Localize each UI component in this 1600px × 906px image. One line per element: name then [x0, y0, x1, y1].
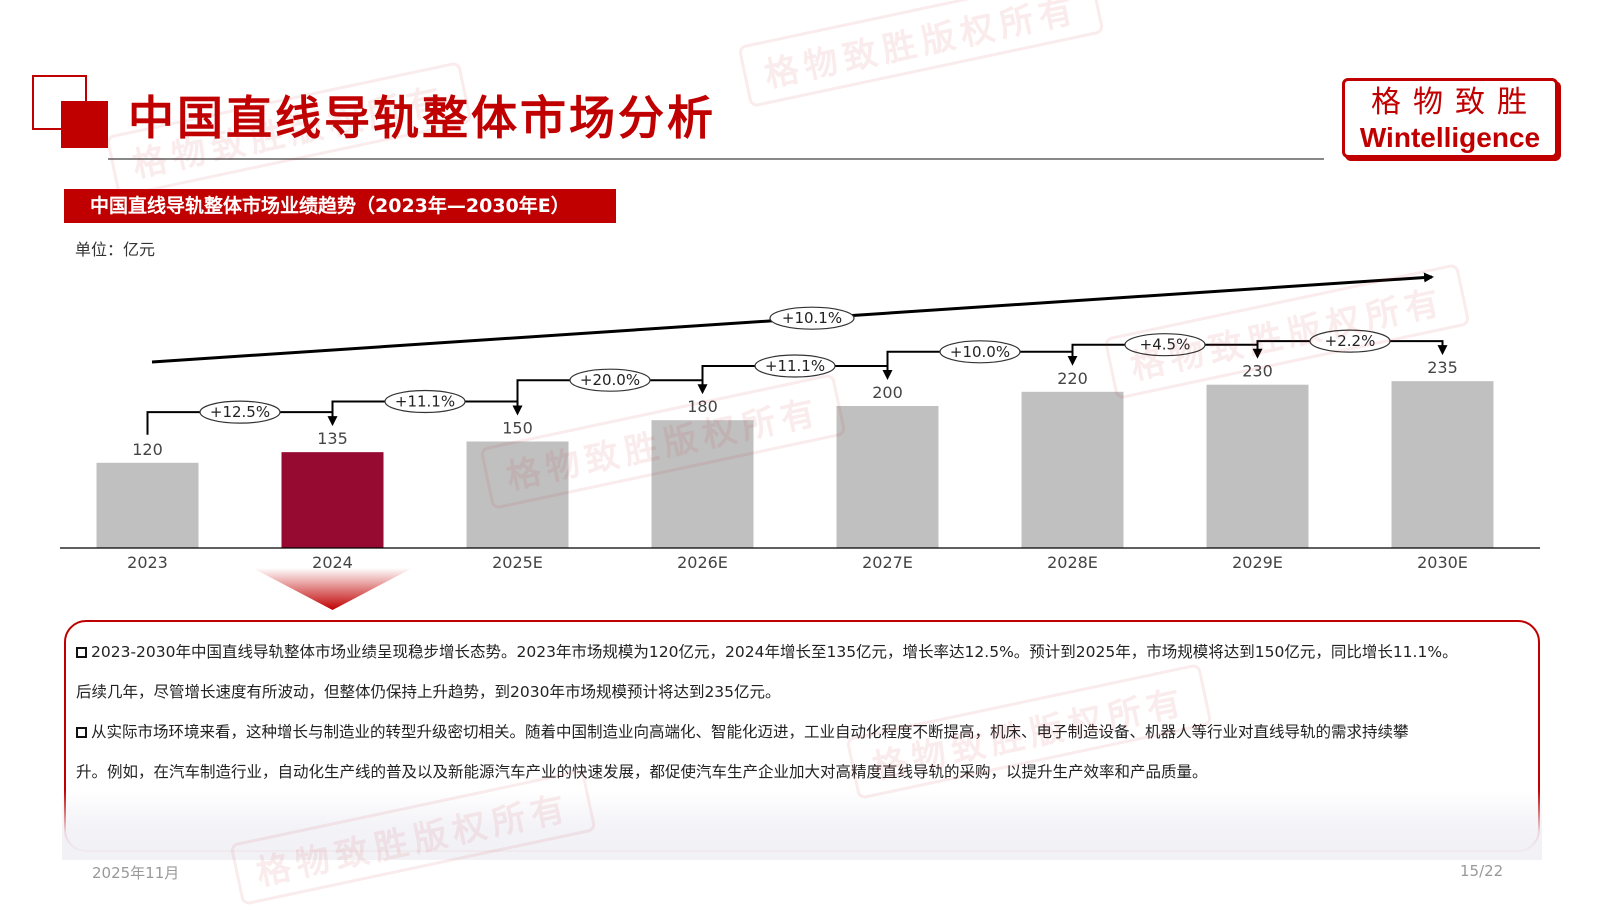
category-label-2024: 2024 [312, 553, 353, 572]
value-label-2028E: 220 [1057, 369, 1088, 388]
category-label-2023: 2023 [127, 553, 168, 572]
bullet-square-icon [76, 647, 87, 658]
growth-label: +10.0% [950, 343, 1010, 361]
analysis-paragraph-2-line-1: 从实际市场环境来看，这种增长与制造业的转型升级密切相关。随着中国制造业向高端化、… [91, 723, 1409, 741]
growth-label: +11.1% [395, 393, 455, 411]
category-label-2026E: 2026E [677, 553, 728, 572]
growth-badge [754, 354, 836, 378]
overall-growth-badge [769, 306, 855, 330]
bar-2029E [1206, 384, 1309, 548]
growth-badge [1124, 333, 1206, 357]
analysis-paragraph-2: 从实际市场环境来看，这种增长与制造业的转型升级密切相关。随着中国制造业向高端化、… [76, 712, 1516, 752]
value-label-2029E: 230 [1242, 362, 1273, 381]
page-title: 中国直线导轨整体市场分析 [128, 91, 716, 145]
unit-label: 单位：亿元 [75, 240, 156, 259]
footer-date: 2025年11月 [92, 864, 180, 882]
analysis-paragraph-1-cont: 后续几年，尽管增长速度有所波动，但整体仍保持上升趋势，到2030年市场规模预计将… [76, 683, 781, 701]
logo-english-text: Wintelligence [1359, 122, 1541, 153]
growth-badge [199, 400, 281, 424]
title-decoration-square [61, 101, 108, 148]
growth-badge [384, 389, 466, 414]
category-label-2030E: 2030E [1417, 553, 1468, 572]
bar-2024 [281, 452, 384, 548]
growth-badge [569, 368, 651, 392]
value-label-2030E: 235 [1427, 358, 1458, 377]
value-label-2023: 120 [132, 440, 163, 459]
category-label-2028E: 2028E [1047, 553, 1098, 572]
logo-chinese-text: 格物致胜 [1371, 85, 1539, 120]
bar-2030E [1391, 381, 1494, 548]
text-box-fade [62, 790, 1542, 860]
category-label-2029E: 2029E [1232, 553, 1283, 572]
value-label-2024: 135 [317, 429, 348, 448]
highlight-down-arrow-icon [252, 568, 413, 610]
title-divider [108, 158, 1324, 160]
chart-title-banner: 中国直线导轨整体市场业绩趋势（2023年—2030年E） [64, 189, 616, 223]
value-label-2026E: 180 [687, 397, 718, 416]
growth-label: +4.5% [1140, 336, 1191, 354]
growth-label: +12.5% [210, 403, 270, 421]
growth-badge [1309, 329, 1391, 353]
value-label-2025E: 150 [502, 419, 533, 438]
analysis-paragraph-1-line-1: 2023-2030年中国直线导轨整体市场业绩呈现稳步增长态势。2023年市场规模… [91, 643, 1458, 661]
bar-2026E [651, 420, 754, 548]
growth-label: +11.1% [765, 357, 825, 375]
bar-2023 [96, 462, 199, 548]
growth-label: +20.0% [580, 371, 640, 389]
bullet-square-icon [76, 727, 87, 738]
company-logo: 格物致胜 Wintelligence [1342, 78, 1558, 158]
bar-2028E [1021, 391, 1124, 548]
growth-label: +2.2% [1325, 332, 1376, 350]
page-number: 15/22 [1460, 862, 1504, 880]
value-label-2027E: 200 [872, 383, 903, 402]
bar-chart: 120 2023 135 2024 150 2025E 180 2026E 200 2027E 22… [60, 272, 1540, 610]
analysis-paragraph-1: 2023-2030年中国直线导轨整体市场业绩呈现稳步增长态势。2023年市场规模… [76, 632, 1516, 672]
bar-2025E [466, 441, 569, 548]
category-label-2027E: 2027E [862, 553, 913, 572]
analysis-paragraph-2-cont: 升。例如，在汽车制造行业，自动化生产线的普及以及新能源汽车产业的快速发展，都促使… [76, 763, 1208, 781]
bar-2027E [836, 406, 939, 548]
overall-growth-label: +10.1% [782, 309, 842, 327]
growth-badge [939, 340, 1021, 364]
category-label-2025E: 2025E [492, 553, 543, 572]
